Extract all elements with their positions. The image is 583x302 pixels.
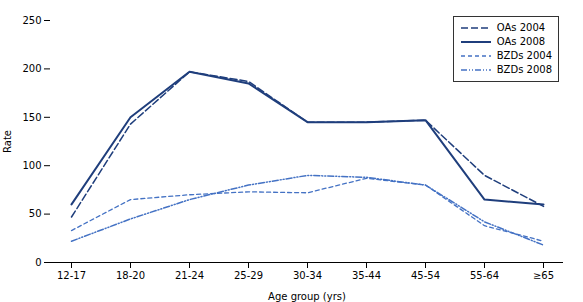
svg-text:0: 0 [35, 257, 41, 268]
svg-text:150: 150 [22, 112, 41, 123]
svg-text:35-44: 35-44 [352, 270, 381, 281]
svg-text:18-20: 18-20 [116, 270, 145, 281]
html-text:OAs 2008: OAs 2008 [496, 36, 546, 47]
svg-text:30-34: 30-34 [293, 270, 322, 281]
svg-text:55-64: 55-64 [470, 270, 499, 281]
svg-text:45-54: 45-54 [411, 270, 440, 281]
svg-text:21-24: 21-24 [175, 270, 204, 281]
svg-text:250: 250 [22, 15, 41, 26]
svg-text:Rate: Rate [2, 130, 13, 153]
html-text:BZDs 2008: BZDs 2008 [496, 64, 552, 75]
html-text:OAs 2004: OAs 2004 [496, 22, 546, 33]
svg-text:Age group (yrs): Age group (yrs) [268, 291, 346, 302]
svg-text:12-17: 12-17 [57, 270, 86, 281]
svg-text:25-29: 25-29 [234, 270, 263, 281]
svg-text:100: 100 [22, 160, 41, 171]
svg-text:50: 50 [29, 208, 42, 219]
svg-text:≥65: ≥65 [533, 270, 554, 281]
svg-text:200: 200 [22, 63, 41, 74]
html-text:BZDs 2004: BZDs 2004 [496, 50, 552, 61]
